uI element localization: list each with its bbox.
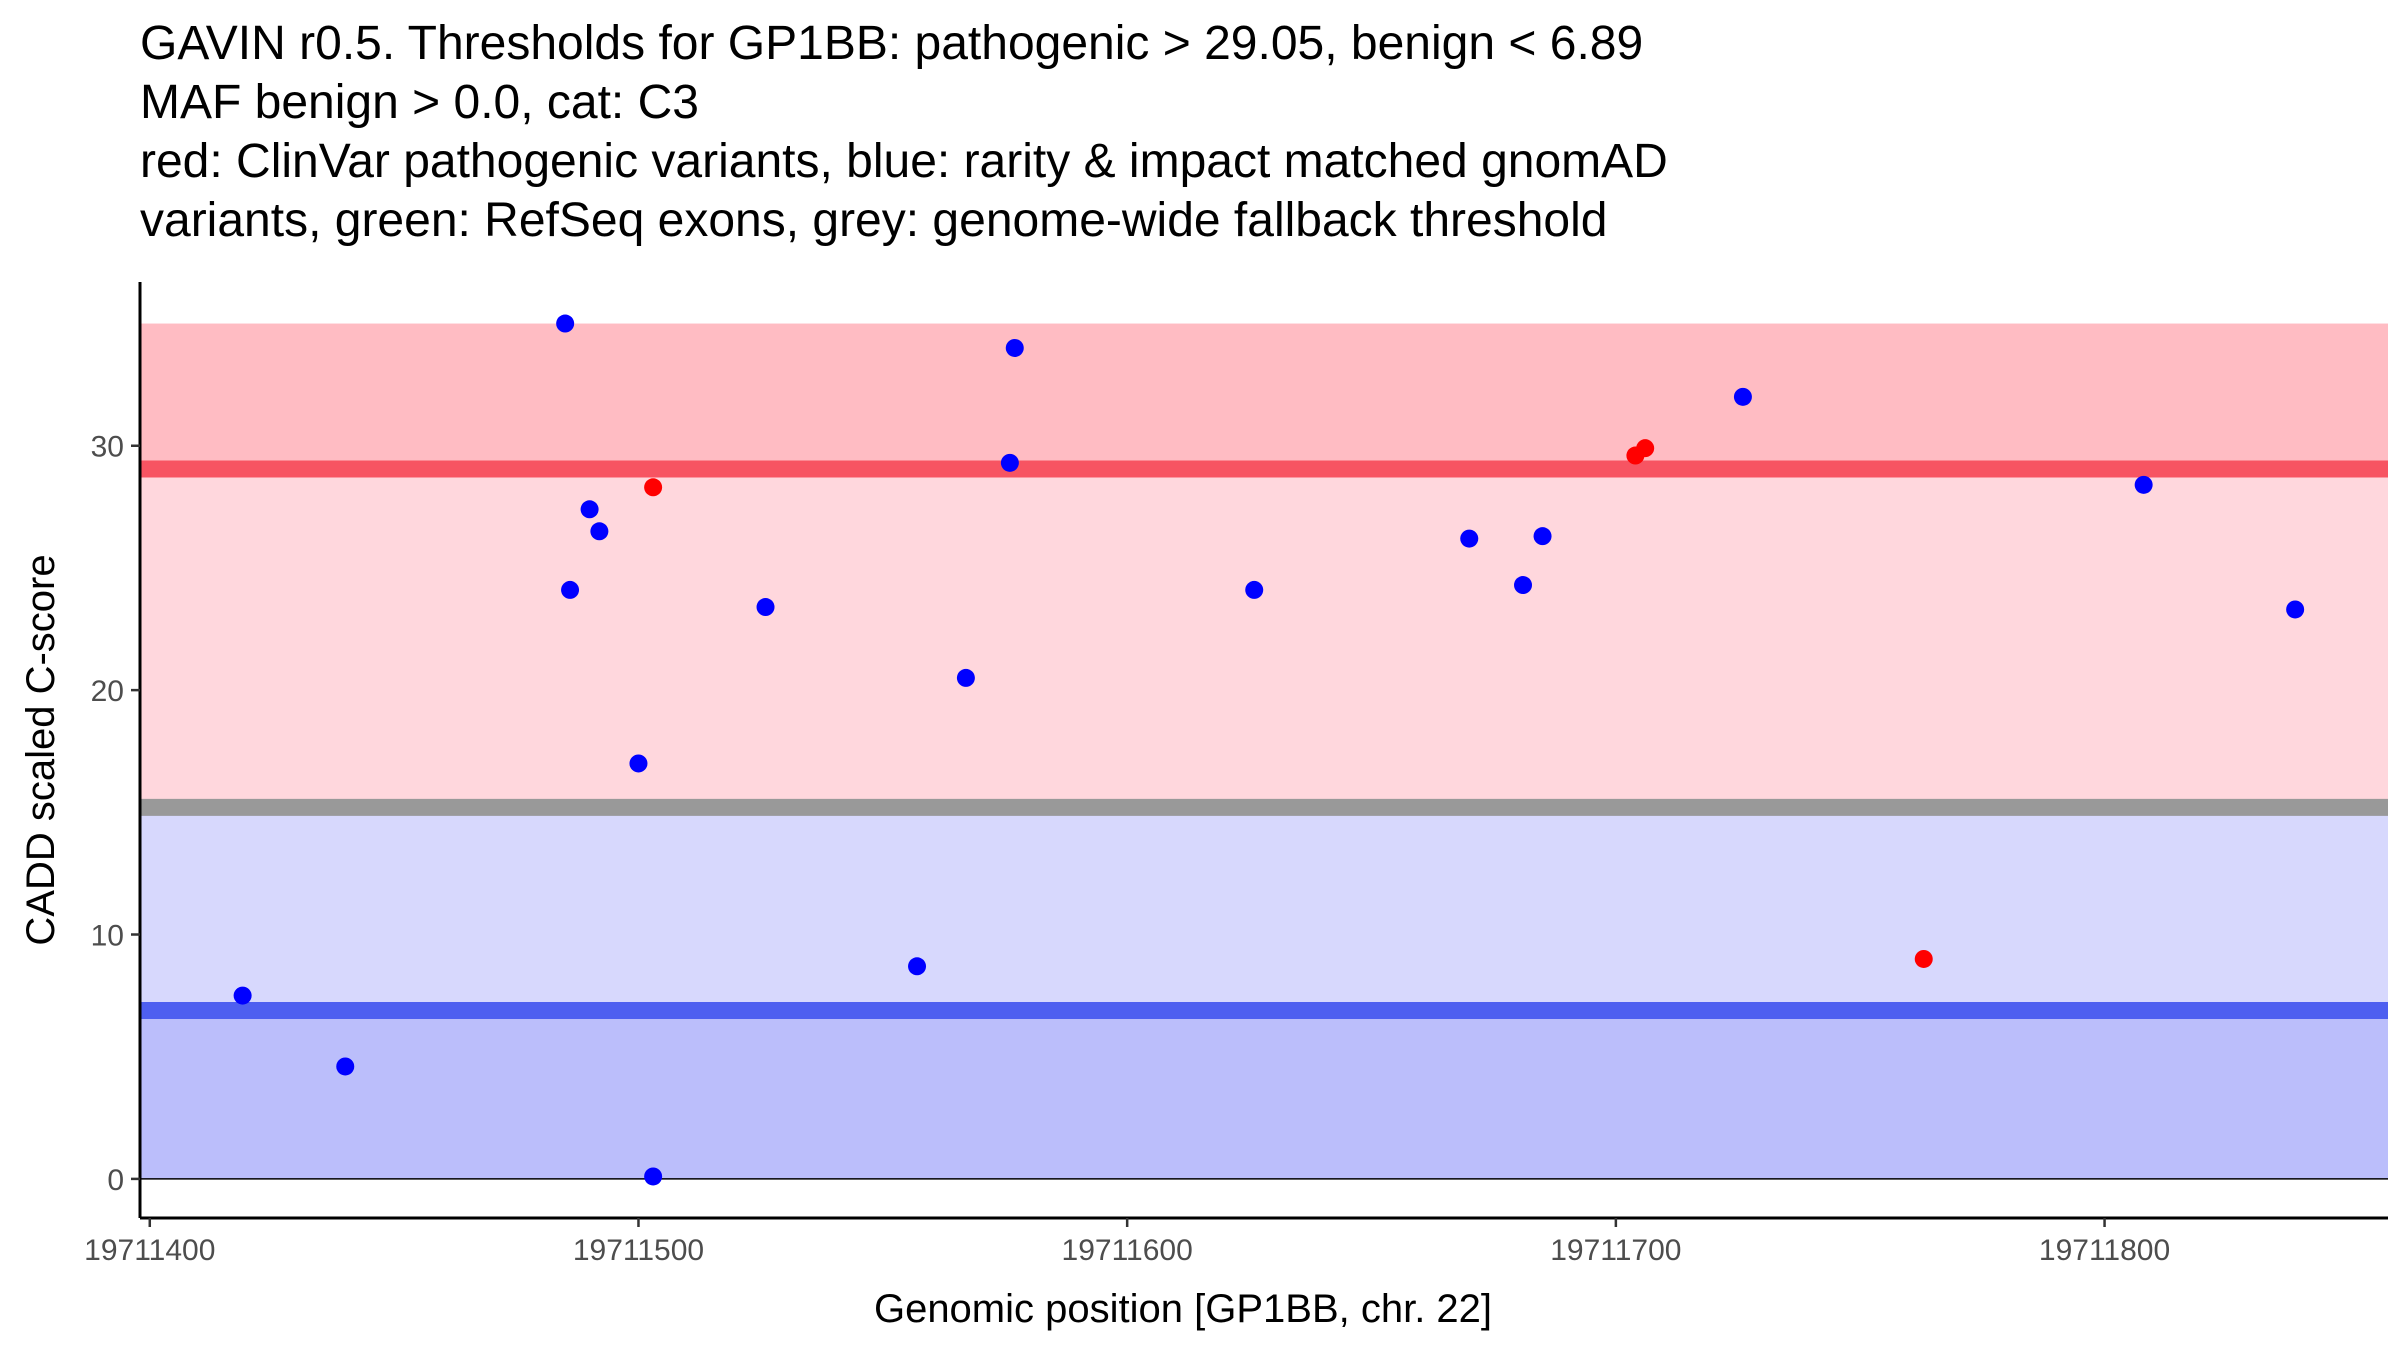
x-tick-label-19711500: 19711500: [573, 1234, 704, 1267]
band-pathogenic-lower: [140, 468, 2388, 808]
x-axis-title: Genomic position [GP1BB, chr. 22]: [874, 1287, 1492, 1331]
gnomad-point-12: [1005, 338, 1024, 357]
gnomad-point-9: [908, 957, 927, 976]
title-line-4: variants, green: RefSeq exons, grey: gen…: [140, 194, 1608, 247]
data-points: [233, 314, 2305, 1186]
x-tick-label-19711600: 19711600: [1062, 1234, 1193, 1267]
gnomad-point-18: [2134, 475, 2153, 494]
band-benign-upper: [140, 807, 2388, 1011]
gnomad-point-1: [336, 1057, 355, 1076]
y-tick-label-30: 30: [91, 431, 124, 464]
gnomad-point-19: [2286, 600, 2305, 619]
clinvar-point-2: [1636, 439, 1655, 458]
chart-title: GAVIN r0.5. Thresholds for GP1BB: pathog…: [140, 14, 1668, 250]
clinvar-point-3: [1914, 949, 1933, 968]
gnomad-point-16: [1533, 527, 1552, 546]
threshold-lines: [140, 460, 2388, 1180]
y-axis-title: CADD scaled C-score: [19, 554, 63, 945]
gnomad-point-3: [561, 580, 580, 599]
gnomad-point-5: [590, 522, 609, 541]
gnomad-point-6: [629, 754, 648, 773]
gnomad-point-0: [233, 986, 252, 1005]
threshold-bands: [140, 323, 2388, 1179]
x-tick-label-19711700: 19711700: [1550, 1234, 1681, 1267]
gnomad-point-14: [1460, 529, 1479, 548]
band-benign-lower: [140, 1010, 2388, 1179]
x-tick-label-19711400: 19711400: [84, 1234, 215, 1267]
y-tick-label-20: 20: [91, 675, 124, 708]
gnomad-point-10: [956, 668, 975, 687]
gnomad-point-15: [1514, 576, 1533, 595]
band-pathogenic-upper: [140, 323, 2388, 469]
gnomad-point-7: [644, 1167, 663, 1186]
gnomad-point-2: [556, 314, 575, 333]
gnomad-point-4: [580, 500, 599, 519]
y-tick-label-0: 0: [107, 1164, 124, 1197]
x-tick-label-19711800: 19711800: [2039, 1234, 2170, 1267]
gnomad-point-8: [756, 598, 775, 617]
gnomad-point-17: [1733, 387, 1752, 406]
gnomad-point-13: [1245, 580, 1264, 599]
title-line-2: MAF benign > 0.0, cat: C3: [140, 76, 699, 129]
axes: 0 10 20 30 19711400 19711500 19711600 19711700 1…: [84, 282, 2388, 1267]
title-line-1: GAVIN r0.5. Thresholds for GP1BB: pathog…: [140, 17, 1644, 70]
clinvar-point-0: [644, 478, 663, 497]
y-tick-label-10: 10: [91, 920, 124, 953]
gnomad-point-11: [1000, 453, 1019, 472]
title-line-3: red: ClinVar pathogenic variants, blue: …: [140, 135, 1668, 188]
